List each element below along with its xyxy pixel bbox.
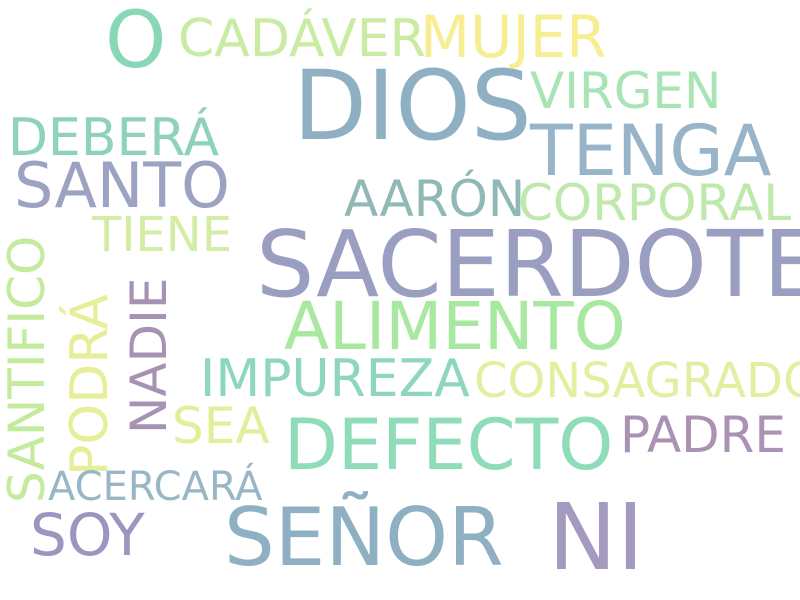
word-tiene: TIENE (92, 207, 233, 263)
word-mujer: MUJER (420, 3, 607, 71)
word-alimento: ALIMENTO (284, 288, 626, 365)
word-defecto: DEFECTO (284, 404, 614, 486)
word-acercara: ACERCARÁ (48, 464, 263, 510)
word-sacerdote: SACERDOTE (256, 211, 800, 318)
word-corporal: CORPORAL (518, 174, 792, 232)
word-impureza: IMPUREZA (200, 349, 470, 409)
word-sea: SEA (172, 397, 270, 455)
word-nadie: NADIE (120, 277, 178, 434)
word-debera: DEBERÁ (8, 108, 220, 168)
word-ni: NI (548, 484, 644, 591)
word-aaron: AARÓN (344, 170, 526, 228)
word-virgen: VIRGEN (530, 62, 722, 120)
word-soy: SOY (30, 501, 145, 569)
word-o: O (105, 0, 167, 86)
word-consagrado: CONSAGRADO (474, 353, 800, 409)
word-santifico: SANTIFICO (0, 235, 56, 503)
word-santo: SANTO (14, 149, 230, 222)
word-dios: DIOS (293, 50, 532, 162)
word-podra: PODRÁ (60, 294, 120, 476)
word-senor: SEÑOR (224, 491, 504, 584)
word-padre: PADRE (620, 406, 786, 464)
word-cadaver: CADÁVER (178, 9, 426, 69)
word-tenga: TENGA (530, 110, 772, 192)
